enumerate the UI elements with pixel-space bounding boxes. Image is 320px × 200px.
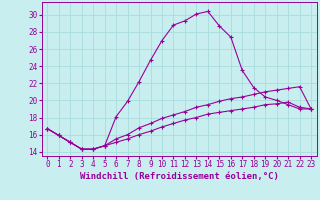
X-axis label: Windchill (Refroidissement éolien,°C): Windchill (Refroidissement éolien,°C): [80, 172, 279, 181]
